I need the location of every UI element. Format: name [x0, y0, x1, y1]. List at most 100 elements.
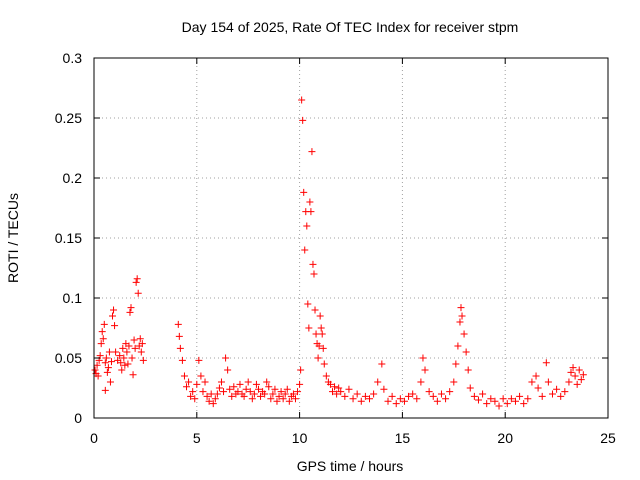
data-point: [361, 392, 369, 400]
data-point: [483, 400, 491, 408]
data-point: [220, 388, 228, 396]
data-point: [311, 306, 319, 314]
data-point: [349, 395, 357, 403]
data-point: [187, 392, 195, 400]
data-point: [503, 400, 511, 408]
data-point: [103, 368, 111, 376]
data-point: [267, 395, 275, 403]
data-point: [234, 388, 242, 396]
data-point: [112, 348, 120, 356]
data-point: [388, 392, 396, 400]
data-point: [538, 392, 546, 400]
data-point: [252, 380, 260, 388]
data-point: [111, 322, 119, 330]
data-point: [542, 359, 550, 367]
data-point: [106, 378, 114, 386]
data-point: [254, 385, 262, 393]
data-point: [307, 208, 315, 216]
data-point: [460, 330, 468, 338]
data-point: [269, 390, 277, 398]
data-point: [357, 397, 365, 405]
data-point: [353, 390, 361, 398]
x-tick-label: 20: [497, 430, 513, 446]
data-point: [528, 378, 536, 386]
data-point: [191, 395, 199, 403]
data-point: [102, 354, 110, 362]
data-point: [298, 96, 306, 104]
data-point: [378, 360, 386, 368]
data-point: [446, 388, 454, 396]
data-point: [396, 395, 404, 403]
data-point: [301, 246, 309, 254]
data-point: [104, 364, 112, 372]
data-point: [524, 395, 532, 403]
data-point: [110, 306, 118, 314]
data-point: [213, 390, 221, 398]
data-point: [138, 340, 146, 348]
data-point: [316, 312, 324, 320]
data-point: [319, 344, 327, 352]
data-point: [125, 342, 133, 350]
data-point: [230, 383, 238, 391]
data-point: [466, 384, 474, 392]
data-point: [303, 222, 311, 230]
data-points-layer: [91, 96, 587, 410]
x-tick-label: 25: [600, 430, 616, 446]
tick-labels-layer: 0 5 10 15 20 25 0 0.05 0.1 0.15 0.2 0.25 0.3: [55, 50, 616, 446]
data-point: [263, 378, 271, 386]
data-point: [314, 354, 322, 362]
data-point: [380, 385, 388, 393]
data-point: [178, 356, 186, 364]
data-point: [100, 320, 108, 328]
data-point: [450, 378, 458, 386]
data-point: [285, 397, 293, 405]
data-point: [289, 390, 297, 398]
data-point: [250, 390, 258, 398]
data-point: [217, 378, 225, 386]
data-point: [417, 378, 425, 386]
data-point: [109, 312, 117, 320]
data-point: [470, 392, 478, 400]
data-point: [131, 344, 139, 352]
data-point: [211, 395, 219, 403]
data-point: [132, 278, 140, 286]
data-point: [101, 359, 109, 367]
y-tick-label: 0: [74, 410, 82, 426]
data-point: [507, 395, 515, 403]
data-point: [118, 366, 126, 374]
data-point: [553, 385, 561, 393]
data-point: [421, 366, 429, 374]
data-point: [129, 371, 137, 379]
data-point: [305, 324, 313, 332]
data-point: [201, 378, 209, 386]
grid-layer: [94, 58, 608, 418]
data-point: [456, 318, 464, 326]
data-point: [561, 388, 569, 396]
data-point: [205, 397, 213, 405]
data-point: [297, 366, 305, 374]
data-point: [306, 198, 314, 206]
data-point: [128, 354, 136, 362]
data-point: [107, 358, 115, 366]
data-point: [228, 392, 236, 400]
data-point: [300, 188, 308, 196]
y-axis-title: ROTI / TECUs: [5, 193, 21, 283]
data-point: [413, 395, 421, 403]
data-point: [130, 336, 138, 344]
data-point: [189, 388, 197, 396]
data-point: [370, 390, 378, 398]
data-point: [91, 366, 99, 374]
chart-title: Day 154 of 2025, Rate Of TEC Index for r…: [182, 19, 519, 35]
data-point: [180, 372, 188, 380]
data-point: [242, 385, 250, 393]
data-point: [569, 364, 577, 372]
x-tick-label: 10: [292, 430, 308, 446]
data-point: [318, 330, 326, 338]
data-point: [291, 395, 299, 403]
data-point: [405, 392, 413, 400]
data-point: [185, 378, 193, 386]
data-point: [520, 400, 528, 408]
data-point: [137, 348, 145, 356]
data-point: [99, 335, 107, 343]
data-point: [119, 344, 127, 352]
